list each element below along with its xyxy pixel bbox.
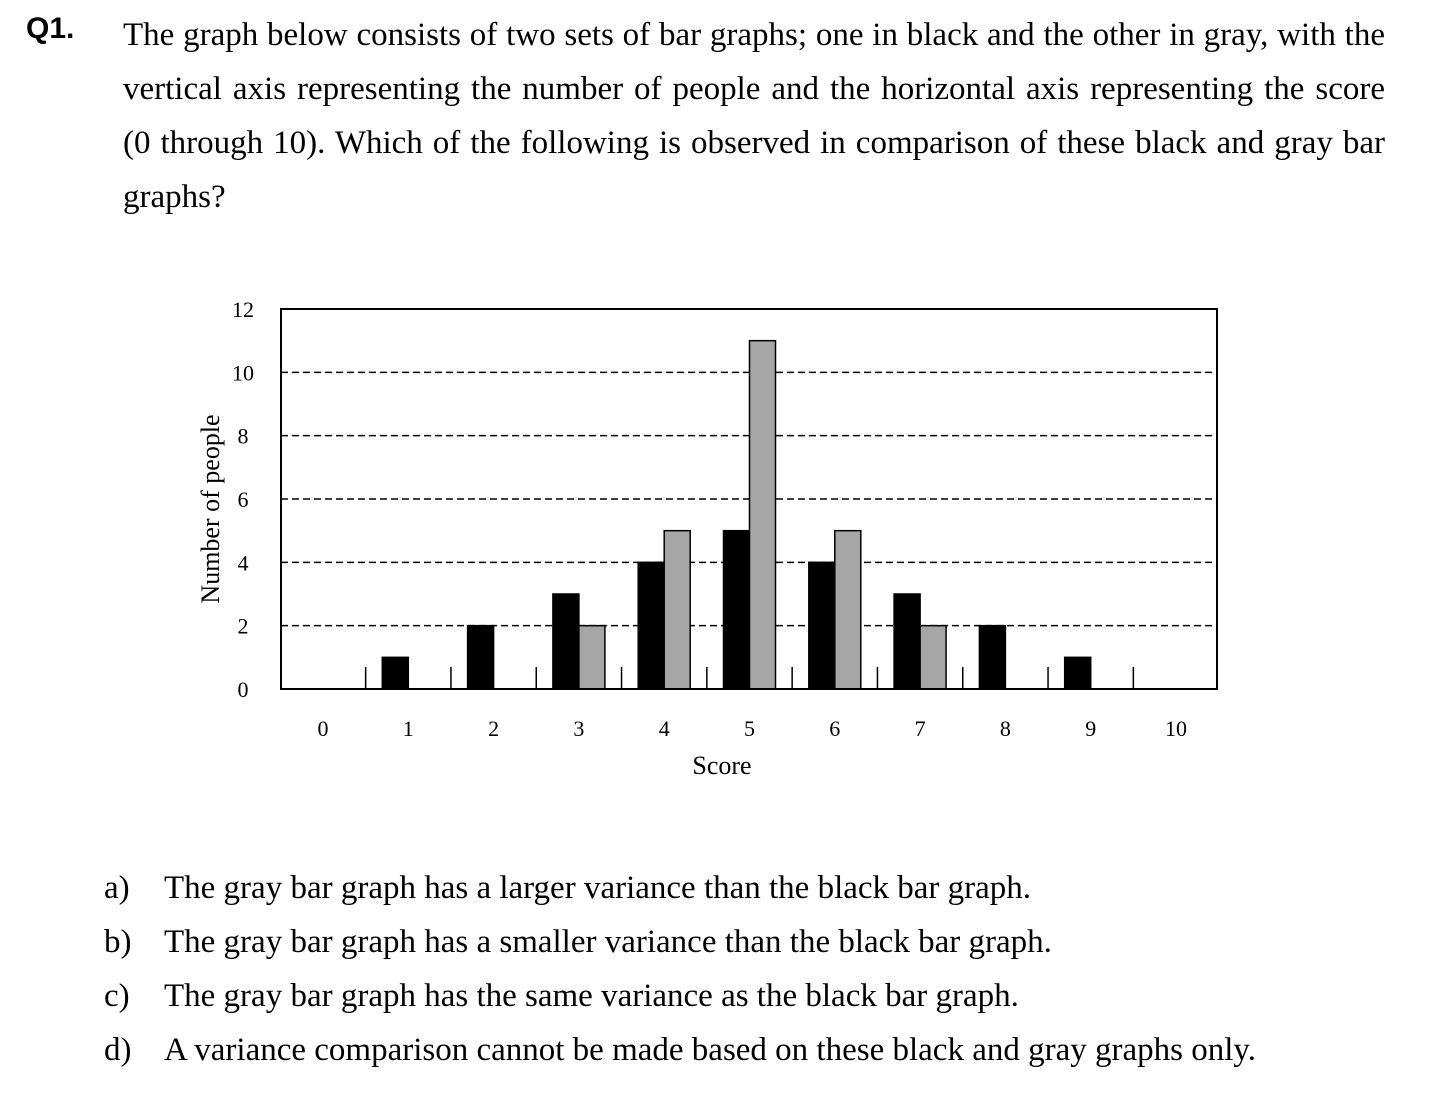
bar-black — [978, 624, 1007, 690]
y-tick-label: 8 — [238, 424, 249, 449]
answer-option-b[interactable]: b) The gray bar graph has a smaller vari… — [104, 915, 1256, 969]
answer-option-c[interactable]: c) The gray bar graph has the same varia… — [104, 969, 1256, 1023]
x-tick-label: 6 — [829, 716, 840, 741]
x-tick-label: 5 — [744, 716, 755, 741]
answer-letter: b) — [104, 924, 132, 960]
x-tick-marks — [364, 667, 1135, 689]
answer-text: The gray bar graph has a smaller varianc… — [164, 924, 1052, 960]
x-tick-label: 10 — [1165, 716, 1187, 741]
x-tick-label: 7 — [915, 716, 926, 741]
bar-gray — [663, 529, 691, 690]
answer-option-a[interactable]: a) The gray bar graph has a larger varia… — [104, 861, 1256, 915]
bar-black — [808, 561, 836, 690]
bar-black — [552, 593, 580, 690]
question-text: The graph below consists of two sets of … — [123, 17, 1385, 215]
x-tick-label: 1 — [403, 716, 414, 741]
y-tick-label: 2 — [238, 614, 249, 639]
x-tick-label: 3 — [573, 716, 584, 741]
answer-text: The gray bar graph has the same variance… — [164, 978, 1019, 1014]
plot-border — [280, 308, 1218, 690]
y-tick-label: 4 — [238, 550, 249, 575]
question-label: Q1. — [26, 12, 75, 45]
bar-black — [637, 561, 665, 690]
answer-option-d[interactable]: d) A variance comparison cannot be made … — [104, 1023, 1256, 1077]
bars — [381, 339, 1092, 690]
bar-gray — [834, 529, 862, 690]
x-tick-label: 2 — [488, 716, 499, 741]
y-tick-label: 0 — [238, 677, 249, 702]
bar-black — [893, 593, 921, 690]
bar-black — [466, 624, 495, 690]
x-tick-label: 9 — [1085, 716, 1096, 741]
answer-options: a) The gray bar graph has a larger varia… — [104, 861, 1256, 1077]
answer-letter: c) — [104, 978, 130, 1014]
y-tick-label: 10 — [232, 360, 254, 385]
answer-text: A variance comparison cannot be made bas… — [164, 1032, 1256, 1068]
y-tick-label: 12 — [232, 297, 254, 322]
x-tick-label: 4 — [659, 716, 670, 741]
y-tick-labels: 0 2 4 6 8 10 12 — [232, 297, 254, 702]
x-axis-title: Score — [692, 751, 751, 780]
y-axis-title: Number of people — [196, 414, 225, 603]
x-tick-labels: 0 1 2 3 4 5 6 7 8 9 10 — [318, 716, 1188, 741]
bar-black — [722, 529, 751, 690]
bar-black — [1063, 656, 1092, 690]
answer-text: The gray bar graph has a larger variance… — [164, 870, 1032, 906]
x-tick-label: 8 — [1000, 716, 1011, 741]
answer-letter: d) — [104, 1032, 132, 1068]
bar-black — [381, 656, 410, 690]
x-tick-label: 0 — [318, 716, 329, 741]
bar-gray — [919, 624, 947, 690]
answer-letter: a) — [104, 870, 130, 906]
bar-gray — [748, 339, 777, 690]
y-tick-label: 6 — [238, 487, 249, 512]
bar-gray — [578, 624, 606, 690]
